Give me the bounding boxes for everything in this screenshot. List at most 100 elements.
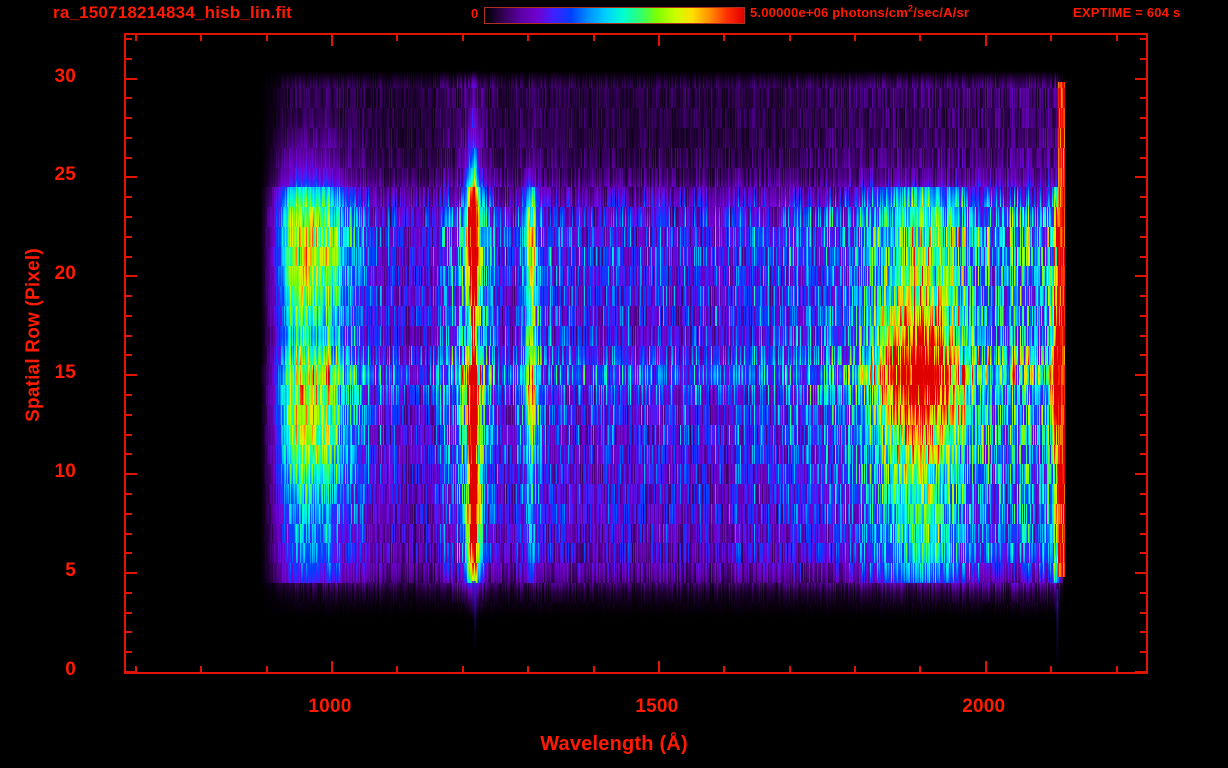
x-tick [396,666,399,672]
y-tick [126,117,132,120]
y-tick [126,394,132,397]
y-tick [126,651,132,654]
y-tick-right [1140,117,1146,120]
x-tick-top [788,35,791,41]
y-tick [126,631,132,634]
x-tick-top [461,35,464,41]
y-tick-right [1135,671,1146,673]
y-tick [126,275,137,278]
y-tick [126,532,132,535]
plot-header: ra_150718214834_hisb_lin.fit 0 5.00000e+… [0,0,1228,30]
y-tick [126,295,132,298]
x-tick [200,666,203,672]
y-tick-right [1140,156,1146,159]
y-tick-right [1140,631,1146,634]
y-tick-label: 0 [65,659,76,680]
y-tick-label: 15 [54,362,76,384]
y-tick [126,591,132,594]
exposure-time-label: EXPTIME = 604 s [1073,5,1181,20]
x-tick-top [1115,35,1118,41]
y-tick [126,453,132,456]
y-tick-right [1140,354,1146,357]
x-tick-top [527,35,530,41]
y-tick [126,552,132,555]
y-tick-right [1140,97,1146,100]
y-tick-right [1140,136,1146,139]
y-tick-label: 5 [65,560,76,582]
x-axis-title: Wavelength (Å) [540,733,688,755]
x-tick-top [919,35,922,41]
x-tick [723,666,726,672]
y-tick-label: 10 [54,461,76,483]
y-tick-right [1140,314,1146,317]
y-tick-label: 25 [54,164,76,186]
x-tick-top [854,35,857,41]
colorbar-units-pre: photons/cm [828,5,908,20]
x-tick-top [265,35,268,41]
y-tick [126,611,132,614]
y-tick-right [1135,473,1146,476]
y-tick-right [1135,77,1146,80]
colorbar-units-exponent: 2 [907,3,914,14]
y-tick-right [1140,334,1146,337]
y-tick-right [1140,492,1146,495]
y-tick [126,433,132,436]
spectrogram-heatmap [126,35,1146,672]
y-tick-right [1140,591,1146,594]
y-tick [126,235,132,238]
y-tick-right [1140,532,1146,535]
y-tick-right [1140,235,1146,238]
y-tick-right [1135,374,1146,377]
x-tick [1050,666,1053,672]
y-tick [126,572,137,575]
x-tick [1115,666,1118,672]
y-tick-right [1140,57,1146,60]
y-tick-label: 30 [54,65,76,87]
x-tick-top [592,35,595,41]
y-tick-right [1140,216,1146,218]
y-tick [126,156,132,159]
file-title: ra_150718214834_hisb_lin.fit [53,3,293,22]
y-tick [126,354,132,357]
y-tick [126,314,132,317]
colorbar-min-label: 0 [471,6,479,21]
y-tick [126,97,132,100]
y-axis-title: Spatial Row (Pixel) [23,248,44,422]
y-tick [126,374,137,377]
colorbar-max-label: 5.00000e+06 photons/cm2/sec/A/sr [750,3,970,20]
x-tick-top [396,35,399,41]
x-tick [330,661,333,672]
x-tick [657,661,660,672]
x-tick [854,666,857,672]
x-tick-top [657,35,660,46]
y-tick [126,473,137,476]
y-tick-right [1140,512,1146,515]
x-tick-top [1050,35,1053,41]
y-tick-right [1140,37,1146,40]
y-tick [126,671,137,673]
y-tick-right [1140,433,1146,436]
y-tick-right [1140,196,1146,199]
y-tick [126,512,132,515]
y-tick [126,77,137,80]
x-tick-label: 2000 [962,696,1006,717]
y-tick-right [1140,651,1146,654]
y-tick-right [1140,295,1146,298]
x-tick [984,661,987,672]
plot-frame [124,33,1148,674]
y-tick-right [1140,413,1146,416]
x-tick-label: 1000 [308,696,352,717]
y-tick [126,136,132,139]
y-tick [126,255,132,258]
y-tick-right [1140,255,1146,258]
x-tick [788,666,791,672]
colorbar-units-post: /sec/A/sr [913,5,970,20]
x-tick-top [723,35,726,41]
y-tick [126,176,137,179]
y-tick [126,334,132,337]
y-tick-right [1140,394,1146,397]
y-tick [126,413,132,416]
y-tick-right [1140,611,1146,614]
x-tick-top [200,35,203,41]
x-tick [527,666,530,672]
